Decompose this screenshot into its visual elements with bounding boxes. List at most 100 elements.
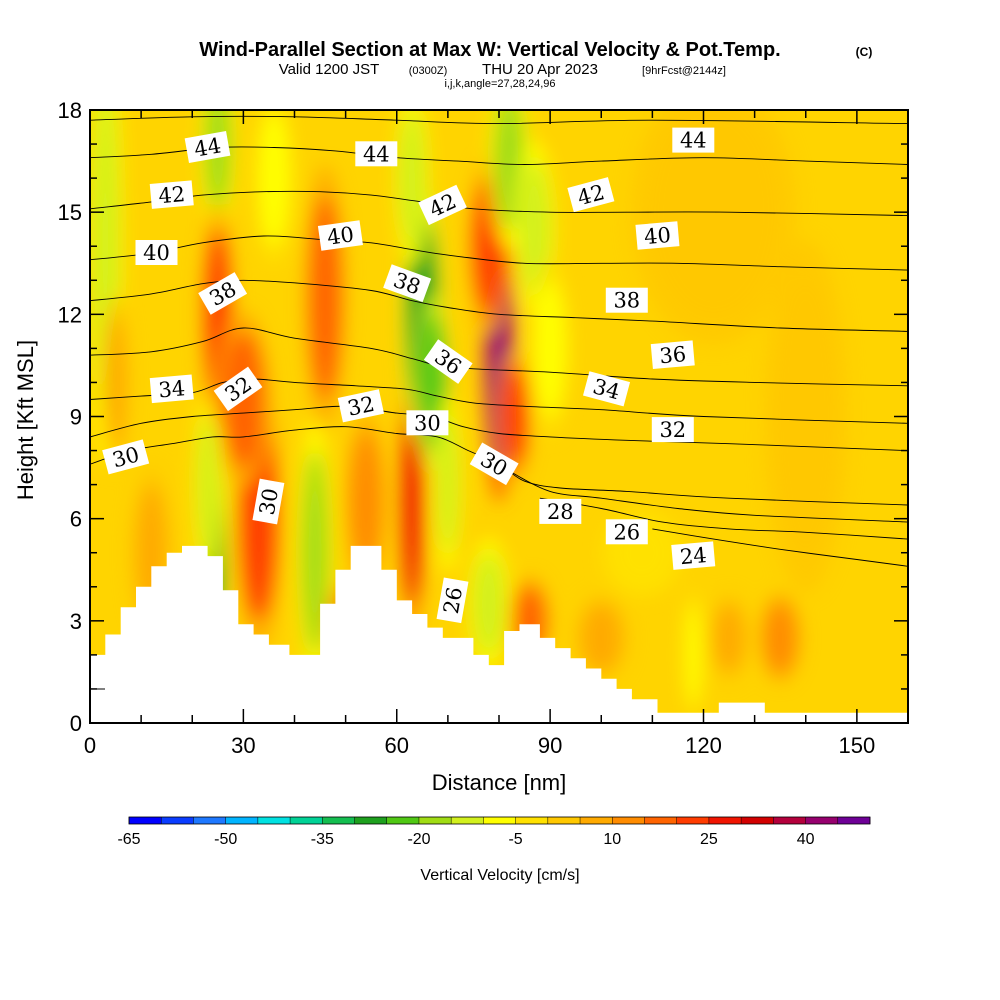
colorbar-frame: [128, 816, 871, 825]
contour-label-box: [605, 519, 648, 545]
contour-label: 30: [252, 478, 285, 525]
contour-label-text: 38: [613, 289, 640, 313]
contour-label-text: 42: [157, 182, 186, 208]
y-tick-label: 18: [58, 98, 82, 123]
colorbar-swatch: [451, 817, 484, 824]
colorbar-tick-label: 10: [603, 831, 621, 848]
contour-label: 30: [406, 410, 449, 436]
contour-label-box: [355, 141, 398, 167]
y-tick-label: 3: [70, 609, 82, 634]
y-axis-label: Height [Kft MSL]: [13, 340, 38, 500]
velocity-cell: [350, 433, 382, 570]
velocity-cell: [580, 603, 622, 672]
contour-label-box: [436, 577, 469, 624]
y-tick-label: 6: [70, 507, 82, 532]
colorbar-swatch: [515, 817, 549, 824]
contour-label: 32: [337, 389, 385, 423]
colorbar-swatch: [644, 817, 678, 824]
velocity-cell: [197, 416, 218, 553]
velocity-cell: [401, 399, 423, 604]
theta-contour-36: [90, 327, 908, 387]
theta-contour-40: [90, 235, 908, 271]
contour-label: 36: [650, 340, 695, 369]
contour-label-text: 32: [345, 392, 376, 421]
subtitle-valid: Valid 1200 JST: [279, 61, 380, 78]
colorbar-swatch: [773, 817, 806, 824]
contour-label-text: 44: [192, 133, 222, 161]
colorbar-swatch: [805, 817, 839, 824]
y-tick-label: 0: [70, 711, 82, 736]
contour-label-text: 30: [414, 411, 441, 435]
contour-label-box: [383, 264, 432, 303]
subtitle-forecast: [9hrFcst@2144z]: [642, 65, 726, 77]
velocity-cell: [534, 280, 566, 417]
velocity-cell: [105, 314, 126, 451]
y-tick-label: 12: [58, 302, 82, 327]
contour-label-text: 40: [143, 241, 170, 265]
contour-label-box: [469, 442, 519, 486]
contour-label: 38: [605, 287, 648, 313]
contour-label-box: [102, 439, 150, 475]
contour-label-text: 36: [658, 342, 687, 368]
contour-label-text: 32: [659, 418, 686, 442]
contour-label: 40: [135, 240, 178, 265]
contour-label-text: 44: [363, 142, 390, 166]
contour-label-box: [184, 131, 231, 163]
velocity-cell: [437, 416, 459, 553]
colorbar-tick-label: -35: [311, 831, 334, 848]
velocity-cell: [501, 365, 528, 468]
colorbar-swatch: [290, 817, 323, 824]
contour-label-text: 44: [680, 129, 707, 153]
chart-title: Wind-Parallel Section at Max W: Vertical…: [199, 39, 780, 61]
subtitle-utc: (0300Z): [409, 65, 448, 77]
contour-label-box: [605, 287, 648, 313]
colorbar-swatch: [741, 817, 774, 824]
colorbar-swatch: [837, 817, 871, 824]
x-axis: 0 30 60 90 120 150: [84, 110, 909, 758]
contour-label-box: [337, 389, 385, 423]
colorbar-swatch: [322, 817, 355, 824]
colorbar-swatch: [161, 817, 194, 824]
x-tick-label: 0: [84, 733, 96, 758]
contour-label-box: [406, 410, 449, 436]
contour-label: 40: [635, 221, 680, 250]
colorbar-swatch: [483, 817, 517, 824]
velocity-cell: [473, 552, 505, 655]
contour-label: 32: [651, 417, 694, 443]
contour-label-box: [651, 417, 694, 443]
colorbar-label: Vertical Velocity [cm/s]: [420, 867, 579, 884]
contour-label-box: [583, 371, 631, 407]
contour-label-box: [672, 127, 715, 153]
x-tick-label: 30: [231, 733, 255, 758]
contour-label-box: [418, 184, 467, 226]
contour-label: 44: [672, 127, 715, 153]
contour-label: 28: [539, 498, 582, 524]
colorbar-swatch: [354, 817, 388, 824]
subtitle-date: THU 20 Apr 2023: [482, 61, 598, 78]
contour-label-text: 34: [157, 376, 186, 402]
terrain-mask: [90, 545, 908, 723]
colorbar-swatch: [676, 817, 710, 824]
contour-label: 42: [418, 184, 467, 226]
theta-contour-46: [90, 115, 908, 125]
velocity-cell: [399, 110, 425, 247]
theta-contour-26: [539, 497, 908, 540]
contour-label: 44: [355, 141, 398, 167]
colorbar: -65 -50 -35 -20 -5 10 25 40: [117, 816, 871, 848]
contour-label-text: 40: [326, 222, 356, 249]
velocity-cell: [764, 603, 796, 672]
colorbar-swatch: [386, 817, 420, 824]
contour-label: 40: [317, 220, 363, 251]
contour-label-text: 40: [643, 223, 672, 249]
contour-label-text: 28: [547, 500, 574, 524]
colorbar-tick-label: 40: [797, 831, 815, 848]
contour-label-box: [135, 240, 178, 265]
contour-label: 44: [184, 131, 231, 163]
colorbar-swatch: [257, 817, 291, 824]
contour-label-box: [650, 340, 695, 369]
contour-label-box: [539, 498, 582, 524]
chart-title-suffix: (C): [856, 45, 873, 59]
theta-contour-24: [652, 528, 908, 567]
y-tick-label: 15: [58, 200, 82, 225]
